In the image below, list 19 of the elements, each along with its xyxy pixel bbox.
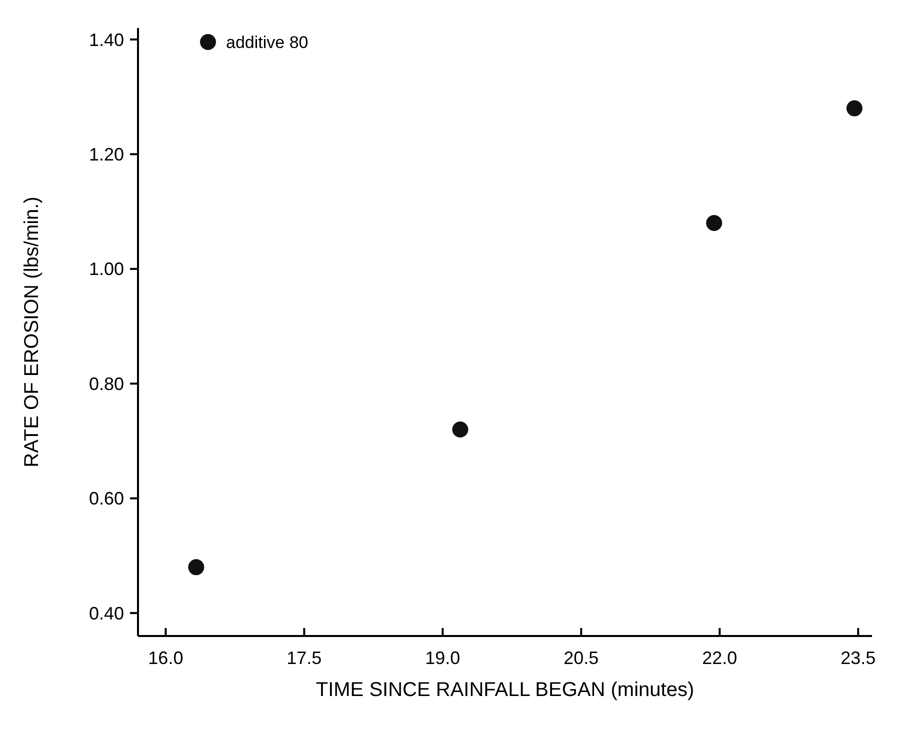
x-axis-title: TIME SINCE RAINFALL BEGAN (minutes)	[316, 679, 694, 701]
y-axis-title: RATE OF EROSION (lbs/min.)	[21, 196, 43, 468]
point	[452, 422, 468, 438]
point	[188, 559, 204, 576]
point	[706, 215, 722, 232]
x-tick-label: 22.0	[702, 648, 738, 668]
y-tick-label: 1.40	[88, 30, 124, 50]
y-tick-label: 0.60	[88, 488, 124, 509]
x-tick-label: 17.5	[286, 648, 322, 668]
y-tick-label: 1.00	[88, 259, 124, 280]
legend-label: additive 80	[226, 32, 308, 52]
point	[846, 100, 862, 116]
y-tick-label: 0.80	[88, 374, 124, 394]
y-tick-label: 0.40	[88, 603, 124, 624]
x-tick-label: 20.5	[564, 648, 599, 668]
x-tick-label: 23.5	[840, 648, 876, 668]
x-tick-label: 16.0	[148, 648, 184, 668]
y-tick-label: 1.20	[88, 144, 124, 164]
x-tick-label: 19.0	[425, 648, 460, 668]
